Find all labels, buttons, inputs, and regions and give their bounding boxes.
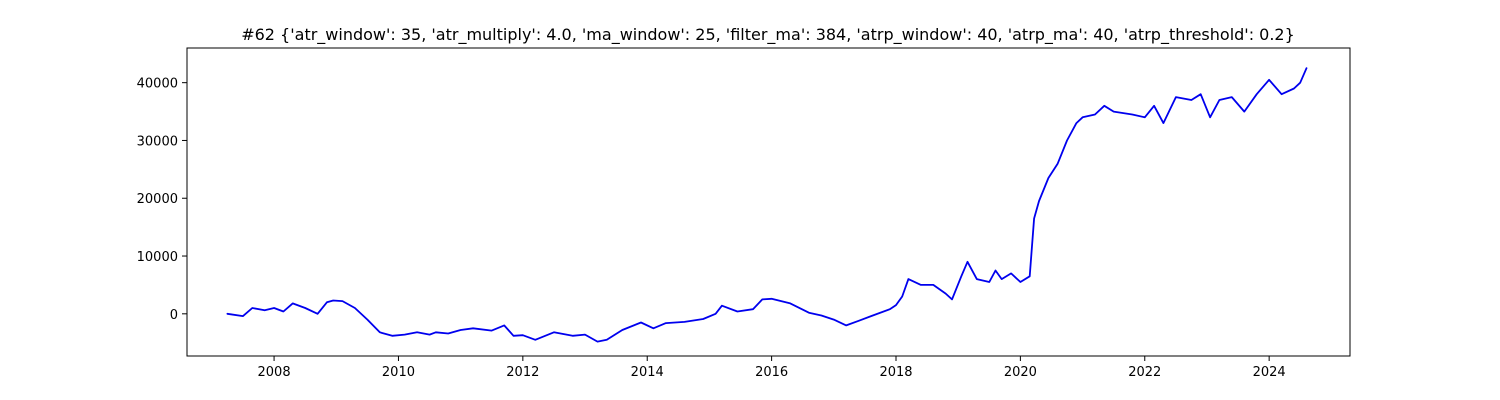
y-tick-label: 40000 [137,77,178,92]
x-tick-label: 2010 [382,365,415,380]
x-tick-label: 2018 [879,365,912,380]
x-tick-label: 2014 [631,365,664,380]
x-tick-label: 2022 [1128,365,1161,380]
y-tick-label: 0 [170,308,178,323]
x-tick-label: 2012 [506,365,539,380]
series-line [226,67,1308,343]
y-axis: 0 10000 20000 30000 40000 [137,77,187,323]
x-tick-label: 2020 [1004,365,1037,380]
x-tick-label: 2024 [1253,365,1286,380]
y-tick-label: 10000 [137,250,178,265]
x-tick-label: 2016 [755,365,788,380]
x-tick-label: 2008 [258,365,291,380]
x-axis: 2008 2010 2012 2014 2016 2018 2020 2022 2024 [258,356,1286,380]
plot-frame [186,47,1351,357]
y-tick-label: 30000 [137,134,178,149]
y-tick-label: 20000 [137,192,178,207]
chart-title: #62 {'atr_window': 35, 'atr_multiply': 4… [241,25,1295,45]
